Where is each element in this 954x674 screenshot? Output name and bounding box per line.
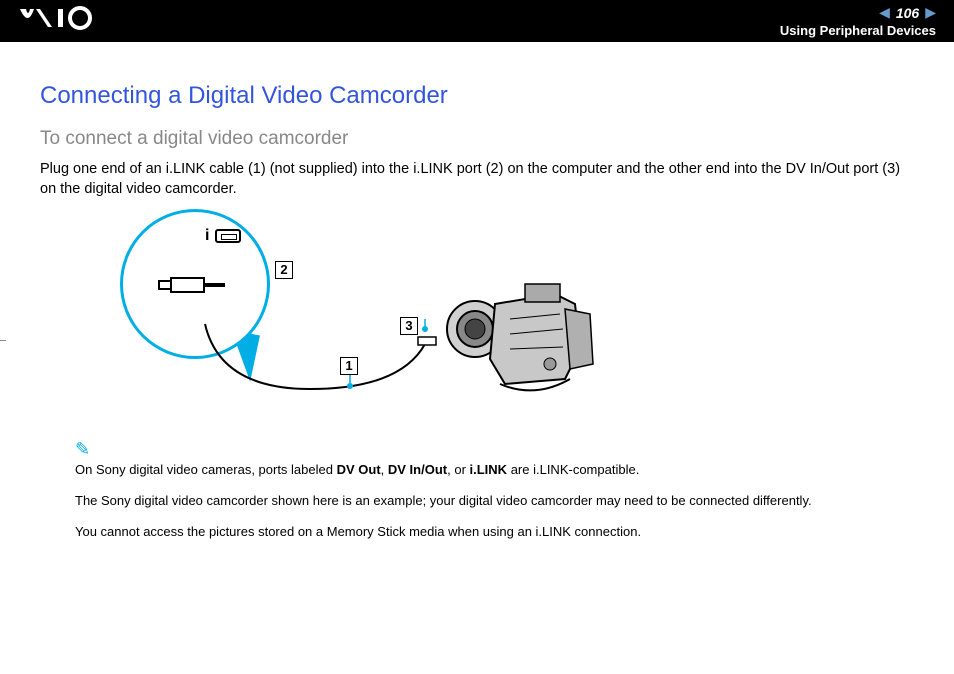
port-icons: i [205,227,241,245]
note-3: You cannot access the pictures stored on… [75,524,914,541]
notes-block: ✎ On Sony digital video cameras, ports l… [75,439,914,541]
note-1-text-a: On Sony digital video cameras, ports lab… [75,462,337,477]
margin-tick [0,340,6,341]
nav-next-icon[interactable]: ▶ [925,4,936,21]
note-2: The Sony digital video camcorder shown h… [75,493,914,510]
ilink-dot-icon: i [205,227,209,245]
note-1-text-c: , or [447,462,469,477]
heading-main: Connecting a Digital Video Camcorder [40,82,914,110]
camcorder-illustration [435,269,605,399]
diagram-label-1: 1 [340,357,358,375]
page-nav: ◀ 106 ▶ [879,4,936,21]
note-1: On Sony digital video cameras, ports lab… [75,462,914,479]
note-1-bold-3: i.LINK [470,462,508,477]
note-1-text-d: are i.LINK-compatible. [507,462,639,477]
note-1-text-b: , [381,462,388,477]
section-name: Using Peripheral Devices [780,23,936,38]
page-number: 106 [896,5,919,21]
diagram-label-3: 3 [400,317,418,335]
connection-diagram: i 2 1 3 [90,209,650,419]
note-pencil-icon: ✎ [75,439,914,460]
content-area: Connecting a Digital Video Camcorder To … [0,42,954,541]
note-1-bold-2: DV In/Out [388,462,447,477]
instruction-text: Plug one end of an i.LINK cable (1) (not… [40,160,914,199]
nav-prev-icon[interactable]: ◀ [879,4,890,21]
heading-sub: To connect a digital video camcorder [40,128,914,150]
diagram-label-2: 2 [275,261,293,279]
header-bar: ◀ 106 ▶ Using Peripheral Devices [0,0,954,42]
note-1-bold-1: DV Out [337,462,381,477]
vaio-logo [18,5,118,38]
header-right: ◀ 106 ▶ Using Peripheral Devices [780,4,936,38]
cable-plug [150,274,210,296]
port-icon [215,229,241,243]
